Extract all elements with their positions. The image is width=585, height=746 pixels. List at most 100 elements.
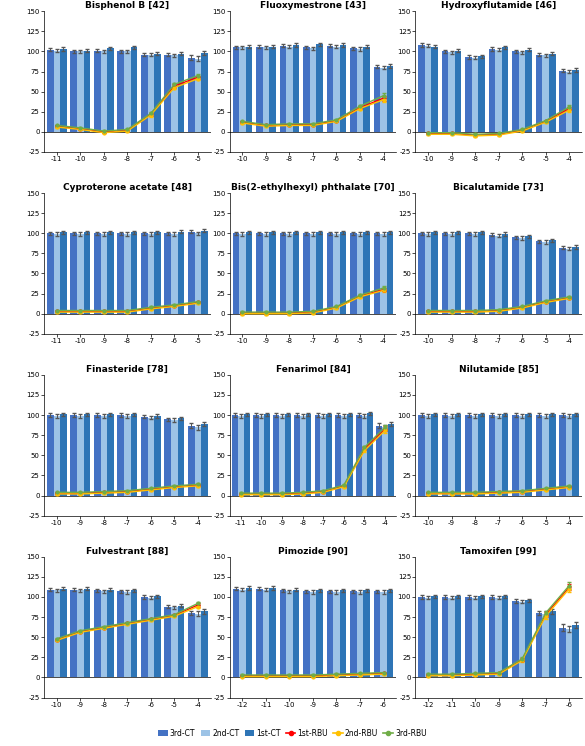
Bar [566, 629, 573, 677]
Bar [77, 591, 84, 677]
Bar [94, 415, 101, 495]
Bar [350, 592, 357, 677]
Bar [60, 49, 67, 132]
Bar [479, 414, 485, 495]
Bar [303, 592, 309, 677]
Bar [495, 416, 502, 495]
Bar [363, 46, 370, 132]
Bar [147, 54, 154, 132]
Bar [141, 597, 147, 677]
Bar [448, 598, 455, 677]
Bar [519, 238, 525, 314]
Bar [263, 48, 269, 132]
Bar [107, 414, 113, 495]
Bar [70, 415, 77, 495]
Bar [333, 234, 340, 314]
Bar [154, 596, 161, 677]
Bar [340, 45, 346, 132]
Bar [495, 236, 502, 314]
Bar [107, 589, 113, 677]
Bar [573, 247, 579, 314]
Bar [442, 415, 448, 495]
Bar [178, 606, 184, 677]
Bar [263, 589, 269, 677]
Bar [357, 234, 363, 314]
Bar [374, 66, 380, 132]
Bar [472, 234, 479, 314]
Bar [233, 233, 239, 314]
Bar [519, 416, 525, 495]
Title: Hydroxyflutamide [46]: Hydroxyflutamide [46] [441, 1, 556, 10]
Bar [573, 414, 579, 495]
Bar [201, 53, 208, 132]
Bar [566, 72, 573, 132]
Bar [350, 233, 357, 314]
Bar [455, 51, 462, 132]
Bar [316, 233, 323, 314]
Bar [154, 233, 161, 314]
Bar [195, 427, 201, 495]
Bar [573, 625, 579, 677]
Bar [536, 613, 542, 677]
Bar [239, 589, 246, 677]
Bar [47, 415, 53, 495]
Bar [201, 231, 208, 314]
Bar [233, 589, 239, 677]
Bar [263, 234, 269, 314]
Bar [448, 234, 455, 314]
Title: Pimozide [90]: Pimozide [90] [278, 547, 348, 556]
Bar [256, 233, 263, 314]
Bar [315, 415, 321, 495]
Bar [431, 596, 438, 677]
Bar [171, 420, 178, 495]
Bar [525, 236, 532, 314]
Bar [431, 233, 438, 314]
Bar [124, 592, 130, 677]
Bar [333, 46, 340, 132]
Bar [130, 591, 137, 677]
Bar [536, 54, 542, 132]
Bar [53, 591, 60, 677]
Bar [259, 416, 264, 495]
Bar [269, 588, 276, 677]
Bar [280, 46, 286, 132]
Bar [154, 54, 161, 132]
Bar [357, 49, 363, 132]
Title: Bis(2-ethylhexyl) phthalate [70]: Bis(2-ethylhexyl) phthalate [70] [231, 184, 395, 192]
Bar [118, 51, 124, 132]
Bar [154, 416, 161, 495]
Bar [374, 592, 380, 677]
Bar [542, 55, 549, 132]
Bar [340, 233, 346, 314]
Bar [488, 415, 495, 495]
Bar [442, 51, 448, 132]
Bar [326, 414, 332, 495]
Bar [53, 51, 60, 132]
Bar [455, 596, 462, 677]
Bar [559, 71, 566, 132]
Bar [94, 233, 101, 314]
Bar [164, 233, 171, 314]
Bar [53, 234, 60, 314]
Bar [357, 592, 363, 677]
Bar [512, 51, 519, 132]
Bar [188, 58, 195, 132]
Bar [465, 597, 472, 677]
Bar [118, 592, 124, 677]
Bar [77, 234, 84, 314]
Bar [549, 612, 556, 677]
Bar [188, 425, 195, 495]
Bar [455, 233, 462, 314]
Bar [244, 414, 250, 495]
Bar [335, 415, 341, 495]
Bar [488, 597, 495, 677]
Bar [502, 414, 508, 495]
Title: Fluoxymestrone [43]: Fluoxymestrone [43] [260, 1, 366, 10]
Bar [77, 416, 84, 495]
Bar [164, 606, 171, 677]
Title: Bicalutamide [73]: Bicalutamide [73] [453, 184, 544, 192]
Bar [309, 234, 316, 314]
Bar [188, 232, 195, 314]
Bar [525, 600, 532, 677]
Bar [70, 233, 77, 314]
